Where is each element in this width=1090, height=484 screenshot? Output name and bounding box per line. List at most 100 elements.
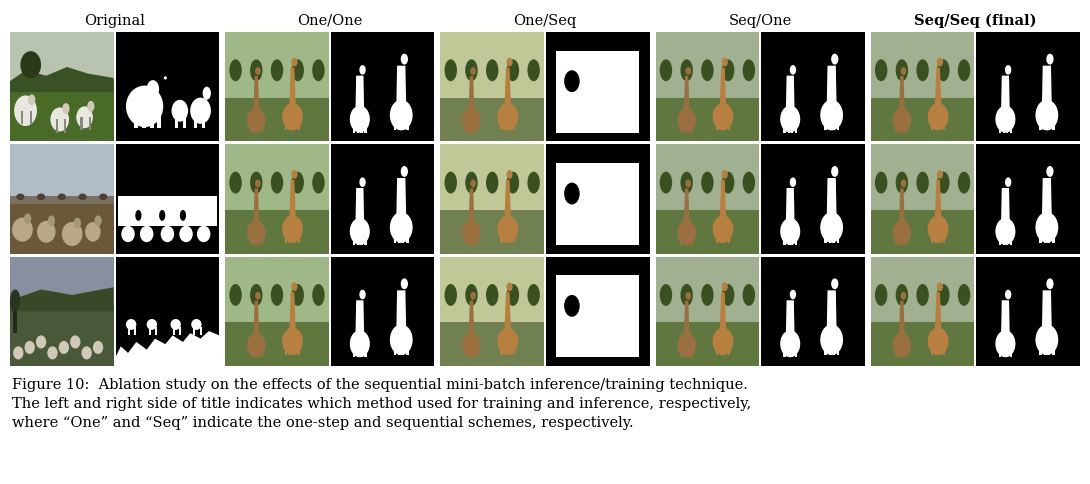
Ellipse shape (21, 51, 41, 78)
Polygon shape (504, 68, 511, 117)
Bar (476, 233, 479, 245)
Ellipse shape (486, 284, 498, 306)
Bar (828, 227, 832, 243)
Ellipse shape (1046, 278, 1054, 289)
Polygon shape (786, 76, 795, 122)
Polygon shape (683, 76, 690, 121)
Ellipse shape (59, 341, 69, 354)
Text: where “One” and “Seq” indicate the one-step and sequential schemes, respectively: where “One” and “Seq” indicate the one-s… (12, 416, 633, 430)
Ellipse shape (99, 194, 108, 200)
Ellipse shape (360, 65, 366, 75)
Bar (728, 229, 730, 243)
Ellipse shape (76, 106, 93, 128)
Ellipse shape (659, 284, 673, 306)
Bar (361, 344, 363, 357)
Bar (13, 295, 17, 333)
Polygon shape (396, 178, 407, 230)
Bar (795, 231, 797, 245)
Bar (226, 257, 329, 328)
Ellipse shape (680, 284, 693, 306)
Bar (116, 257, 219, 366)
Bar (691, 233, 693, 245)
Ellipse shape (995, 106, 1016, 133)
Bar (943, 341, 945, 355)
Polygon shape (253, 301, 259, 345)
Polygon shape (898, 188, 905, 233)
Ellipse shape (677, 333, 697, 357)
Bar (402, 115, 404, 130)
Bar (330, 257, 435, 366)
Polygon shape (1042, 66, 1052, 118)
Ellipse shape (62, 222, 83, 246)
Ellipse shape (936, 282, 943, 291)
Bar (724, 229, 726, 243)
Ellipse shape (270, 172, 283, 194)
Bar (940, 117, 942, 130)
Polygon shape (719, 180, 727, 229)
Ellipse shape (497, 103, 518, 130)
Ellipse shape (93, 341, 104, 354)
Bar (298, 117, 300, 130)
Bar (10, 32, 113, 92)
Ellipse shape (390, 212, 413, 243)
Ellipse shape (95, 215, 101, 227)
Polygon shape (355, 188, 364, 234)
Ellipse shape (465, 172, 477, 194)
Polygon shape (396, 290, 407, 343)
Bar (353, 231, 355, 245)
Ellipse shape (936, 58, 943, 66)
Bar (509, 229, 511, 243)
Bar (509, 117, 511, 130)
Bar (286, 341, 288, 355)
Ellipse shape (445, 60, 457, 81)
Ellipse shape (270, 284, 283, 306)
Ellipse shape (135, 210, 142, 221)
Ellipse shape (659, 172, 673, 194)
Bar (719, 229, 722, 243)
Bar (472, 121, 474, 133)
Ellipse shape (928, 215, 948, 243)
Bar (680, 121, 682, 133)
Bar (943, 117, 945, 130)
Polygon shape (396, 66, 407, 118)
Ellipse shape (780, 330, 800, 357)
Ellipse shape (701, 284, 714, 306)
Ellipse shape (47, 347, 58, 360)
Ellipse shape (255, 180, 261, 187)
Ellipse shape (462, 108, 481, 133)
Ellipse shape (1036, 324, 1058, 355)
Bar (943, 229, 945, 243)
Ellipse shape (896, 60, 908, 81)
Bar (655, 98, 760, 141)
Bar (358, 119, 360, 133)
Polygon shape (934, 292, 942, 341)
Bar (393, 340, 396, 355)
Bar (298, 229, 300, 243)
Ellipse shape (722, 170, 728, 179)
Bar (935, 117, 937, 130)
Bar (393, 115, 396, 130)
Ellipse shape (995, 330, 1016, 357)
Bar (931, 117, 933, 130)
Bar (254, 233, 255, 245)
Polygon shape (934, 180, 942, 229)
Ellipse shape (507, 172, 519, 194)
Ellipse shape (677, 220, 697, 245)
Polygon shape (719, 68, 727, 117)
Polygon shape (1001, 300, 1010, 347)
Ellipse shape (832, 166, 838, 177)
Bar (1047, 227, 1050, 243)
Bar (977, 144, 1080, 254)
Polygon shape (826, 178, 837, 230)
Bar (261, 345, 263, 357)
Bar (1039, 340, 1042, 355)
Ellipse shape (291, 60, 304, 81)
Ellipse shape (350, 106, 370, 133)
Ellipse shape (350, 330, 370, 357)
Bar (655, 32, 760, 103)
Ellipse shape (170, 319, 181, 330)
Bar (683, 233, 686, 245)
Ellipse shape (250, 172, 263, 194)
Text: Original: Original (84, 14, 145, 28)
Ellipse shape (147, 319, 157, 330)
